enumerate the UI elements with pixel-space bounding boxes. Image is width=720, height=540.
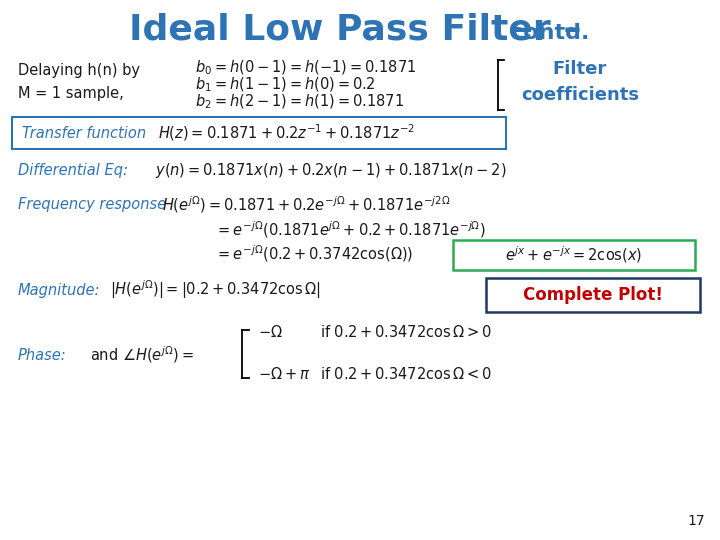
FancyBboxPatch shape: [12, 117, 506, 149]
Text: Ideal Low Pass Filter –: Ideal Low Pass Filter –: [129, 13, 581, 47]
Text: contd.: contd.: [510, 23, 590, 43]
FancyBboxPatch shape: [453, 240, 695, 270]
Text: Phase:: Phase:: [18, 348, 67, 362]
Text: Transfer function: Transfer function: [22, 125, 146, 140]
Text: Filter
coefficients: Filter coefficients: [521, 60, 639, 104]
Text: Delaying h(n) by
M = 1 sample,: Delaying h(n) by M = 1 sample,: [18, 63, 140, 100]
Text: Complete Plot!: Complete Plot!: [523, 286, 663, 304]
Text: Differential Eq:: Differential Eq:: [18, 163, 128, 178]
Text: $H(e^{j\Omega}) = 0.1871 + 0.2e^{-j\Omega} + 0.1871e^{-j2\Omega}$: $H(e^{j\Omega}) = 0.1871 + 0.2e^{-j\Omeg…: [162, 194, 451, 215]
Text: $b_1 = h(1-1) = h(0) = 0.2$: $b_1 = h(1-1) = h(0) = 0.2$: [195, 76, 375, 94]
Text: and $\angle H(e^{j\Omega}) = $: and $\angle H(e^{j\Omega}) = $: [90, 345, 194, 366]
Text: $y(n) = 0.1871x(n) + 0.2x(n-1) + 0.1871x(n-2)$: $y(n) = 0.1871x(n) + 0.2x(n-1) + 0.1871x…: [155, 160, 507, 179]
Text: $H(z) = 0.1871 + 0.2z^{-1} + 0.1871z^{-2}$: $H(z) = 0.1871 + 0.2z^{-1} + 0.1871z^{-2…: [158, 123, 415, 143]
Text: $-\Omega + \pi$: $-\Omega + \pi$: [258, 366, 310, 382]
Text: Frequency response: Frequency response: [18, 198, 166, 213]
Text: $= e^{-j\Omega}(0.2 + 0.3742\cos(\Omega))$: $= e^{-j\Omega}(0.2 + 0.3742\cos(\Omega)…: [215, 244, 413, 265]
Text: if $0.2 + 0.3472\cos\Omega > 0$: if $0.2 + 0.3472\cos\Omega > 0$: [320, 324, 492, 340]
Text: 17: 17: [688, 514, 705, 528]
Text: $b_2 = h(2-1) = h(1) = 0.1871$: $b_2 = h(2-1) = h(1) = 0.1871$: [195, 93, 404, 111]
Text: $= e^{-j\Omega}(0.1871e^{j\Omega} + 0.2 + 0.1871e^{-j\Omega})$: $= e^{-j\Omega}(0.1871e^{j\Omega} + 0.2 …: [215, 220, 485, 240]
Text: $e^{jx} + e^{-jx} = 2\cos(x)$: $e^{jx} + e^{-jx} = 2\cos(x)$: [505, 245, 643, 265]
FancyBboxPatch shape: [486, 278, 700, 312]
Text: $b_0 = h(0-1) = h(-1) = 0.1871$: $b_0 = h(0-1) = h(-1) = 0.1871$: [195, 59, 416, 77]
Text: Magnitude:: Magnitude:: [18, 282, 100, 298]
Text: $-\Omega$: $-\Omega$: [258, 324, 283, 340]
Text: $|H(e^{j\Omega})| = |0.2 + 0.3472\cos\Omega|$: $|H(e^{j\Omega})| = |0.2 + 0.3472\cos\Om…: [110, 279, 321, 301]
Text: if $0.2 + 0.3472\cos\Omega < 0$: if $0.2 + 0.3472\cos\Omega < 0$: [320, 366, 492, 382]
